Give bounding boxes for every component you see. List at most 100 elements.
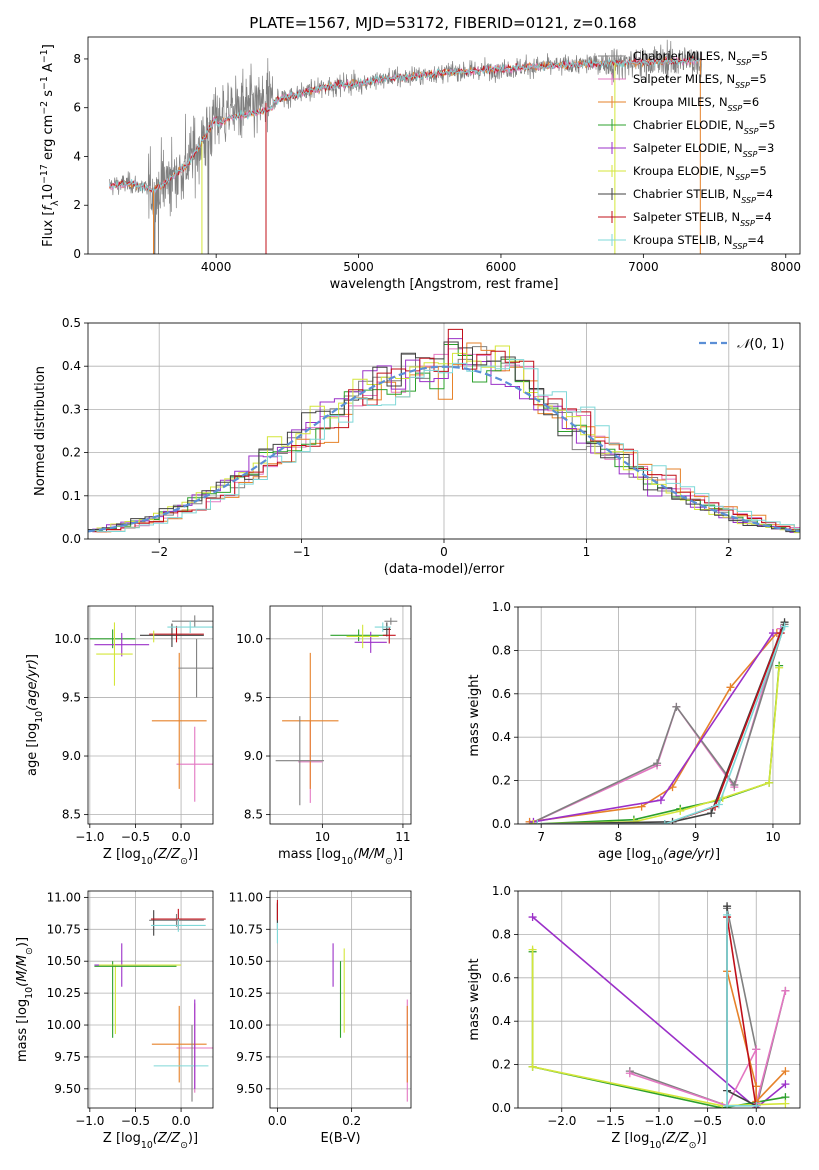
x-axis-label: Z [log10(Z/Z⊙)] — [103, 847, 198, 867]
weight-line — [537, 626, 786, 824]
legend-label: Chabrier ELODIE, NSSP=5 — [633, 118, 775, 136]
y-tick-label: 10.25 — [229, 986, 263, 1000]
plot-area — [275, 617, 398, 806]
weight-marker — [752, 1101, 761, 1108]
y-tick-label: 0.8 — [492, 927, 511, 941]
y-tick-label: 9.5 — [244, 690, 263, 704]
y-tick-label: 1.0 — [492, 600, 511, 614]
y-tick-label: 0.2 — [492, 1058, 511, 1072]
x-tick-label: −2 — [150, 545, 168, 559]
y-tick-label: 11.00 — [229, 890, 263, 904]
x-tick-label: 11 — [395, 830, 410, 844]
mass-vs-ebv-axes: 0.0 0.2 9.50 9.75 10.00 10.25 10.50 10.75 11.00 E… — [229, 890, 412, 1146]
y-tick-label: 8.5 — [62, 808, 81, 822]
weight-marker — [672, 702, 681, 711]
x-axis-label: age [log10(age/yr)] — [598, 847, 720, 867]
axes-frame — [87, 890, 214, 1109]
legend-label: 𝒩(0, 1) — [737, 337, 784, 352]
y-tick-label: 0.0 — [62, 532, 81, 546]
x-tick-label: 2 — [725, 545, 733, 559]
y-tick-label: 0.6 — [492, 971, 511, 985]
y-tick-label: 9.5 — [62, 690, 81, 704]
x-tick-label: 7 — [537, 830, 545, 844]
weight-marker — [528, 945, 537, 954]
y-tick-label: 8.5 — [244, 808, 263, 822]
x-axis-label: (data-model)/error — [384, 562, 505, 577]
residual-histogram — [88, 341, 800, 533]
y-tick-label: 0.2 — [62, 446, 81, 460]
x-tick-label: −1 — [293, 545, 311, 559]
mass-weight-vs-Z-axes: −2.0 −1.5 −1.0 −0.5 0.0 0.0 0.2 0.4 0.6 0.8 1.0 Z [… — [467, 884, 801, 1151]
weight-line — [726, 916, 757, 1108]
x-tick-label: −0.5 — [121, 1114, 150, 1128]
x-tick-label: 0.0 — [172, 1114, 191, 1128]
weight-marker — [775, 663, 784, 672]
weight-marker — [752, 1045, 761, 1054]
y-tick-label: 10.0 — [236, 632, 263, 646]
legend-label: Kroupa MILES, NSSP=6 — [633, 95, 759, 113]
axes-frame — [87, 605, 214, 825]
residual-histogram — [96, 359, 800, 532]
weight-marker — [781, 1099, 790, 1108]
observed-spectrum — [109, 39, 703, 254]
weight-marker — [723, 1101, 732, 1108]
y-tick-label: 9.75 — [236, 1050, 263, 1064]
y-tick-label: 10.25 — [47, 986, 81, 1000]
normal-reference-curve — [88, 365, 800, 533]
weight-line — [532, 916, 786, 1108]
weight-marker — [714, 800, 723, 809]
weight-marker — [660, 820, 669, 824]
x-tick-label: 7000 — [628, 260, 659, 274]
weight-marker — [533, 820, 542, 824]
y-tick-label: 9.50 — [54, 1082, 81, 1096]
weight-marker — [781, 1067, 790, 1076]
weight-line — [529, 628, 782, 824]
weight-marker — [676, 806, 685, 815]
y-axis-label: mass weight — [467, 958, 482, 1040]
legend-label: Salpeter MILES, NSSP=5 — [633, 72, 767, 90]
y-tick-label: 9.0 — [244, 749, 263, 763]
model-spectrum — [108, 56, 702, 194]
x-tick-label: 10 — [315, 830, 330, 844]
y-tick-label: 0.3 — [62, 402, 81, 416]
legend-label: Chabrier STELIB, NSSP=4 — [633, 187, 773, 205]
plot-area — [528, 902, 790, 1108]
y-tick-label: 10.00 — [229, 1018, 263, 1032]
x-tick-label: −1.5 — [596, 1114, 625, 1128]
legend-label: Salpeter ELODIE, NSSP=3 — [633, 141, 774, 159]
y-tick-label: 8 — [73, 52, 81, 66]
mass-weight-vs-age-axes: 7 8 9 10 0.0 0.2 0.4 0.6 0.8 1.0 age [log10(age/yr… — [467, 600, 801, 867]
residual-histogram — [96, 345, 800, 534]
y-axis-label: mass weight — [467, 674, 482, 756]
y-tick-label: 10.75 — [47, 922, 81, 936]
y-tick-label: 1.0 — [492, 884, 511, 898]
x-tick-label: 0.2 — [342, 1114, 361, 1128]
weight-marker — [656, 796, 665, 805]
weight-marker — [781, 1080, 790, 1089]
y-tick-label: 9.50 — [236, 1082, 263, 1096]
y-tick-label: 0.8 — [492, 643, 511, 657]
legend-label: Kroupa STELIB, NSSP=4 — [633, 233, 764, 251]
weight-marker — [625, 1069, 634, 1078]
y-axis-label: Flux [fλ10−17 erg cm−2 s−1 A−1] — [39, 44, 61, 247]
weight-marker — [653, 759, 662, 768]
residual-histogram — [92, 328, 800, 533]
y-tick-label: 0 — [73, 247, 81, 261]
residuals-axes: −2 −1 0 1 2 0.0 0.1 0.2 0.3 0.4 0.5 (data-model)/er… — [33, 316, 801, 577]
y-tick-label: 10.50 — [229, 954, 263, 968]
weight-marker — [528, 1062, 537, 1071]
weight-marker — [726, 683, 735, 692]
plot-area — [88, 328, 800, 534]
y-axis-label: age [log10(age/yr)] — [25, 654, 45, 776]
x-axis-label: E(B-V) — [320, 1131, 360, 1146]
axes-frame — [269, 890, 412, 1109]
y-tick-label: 0.4 — [62, 359, 81, 373]
x-tick-label: 1 — [583, 545, 591, 559]
x-tick-label: 5000 — [343, 260, 374, 274]
x-tick-label: 8000 — [770, 260, 801, 274]
y-tick-label: 0.5 — [62, 316, 81, 330]
y-tick-label: 0.4 — [492, 730, 511, 744]
y-tick-label: 9.75 — [54, 1050, 81, 1064]
plot-area — [89, 615, 213, 802]
figure-title: PLATE=1567, MJD=53172, FIBERID=0121, z=0… — [249, 14, 636, 32]
